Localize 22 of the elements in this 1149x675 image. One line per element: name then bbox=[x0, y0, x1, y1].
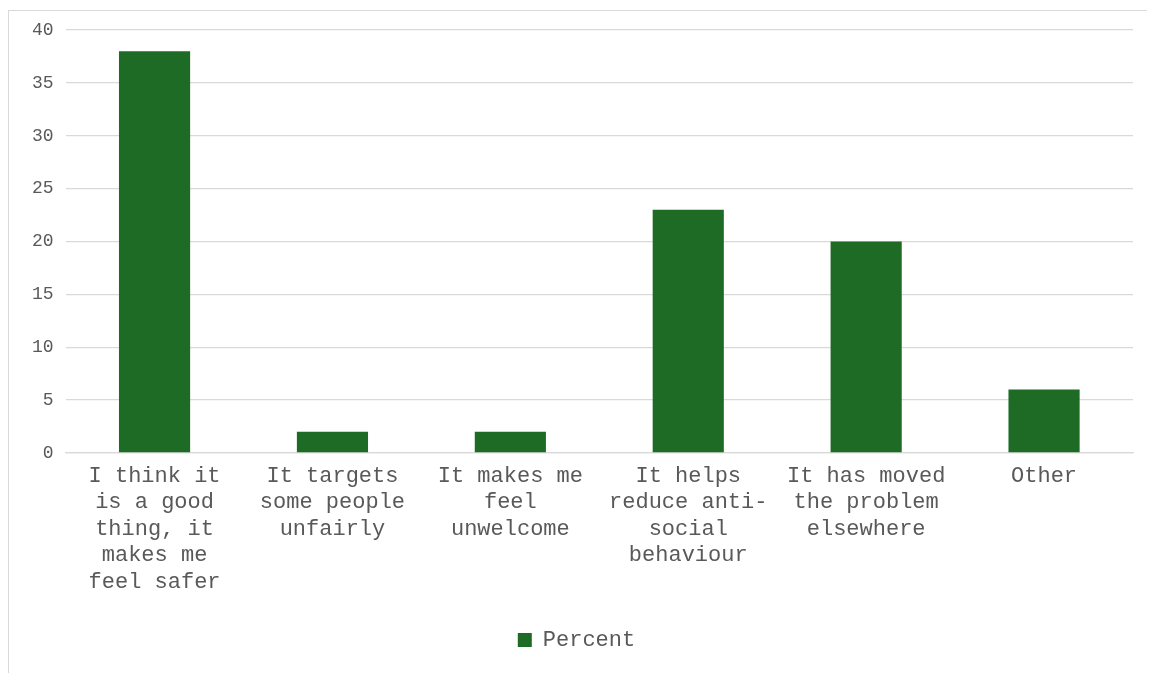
y-tick-label: 0 bbox=[42, 442, 54, 463]
y-tick-label: 5 bbox=[42, 389, 54, 410]
x-tick-label: Other bbox=[1011, 464, 1078, 490]
bar bbox=[296, 431, 369, 453]
legend-label: Percent bbox=[542, 627, 636, 653]
bar bbox=[652, 209, 724, 453]
x-tick-label: It has moved the problem elsewhere bbox=[786, 464, 946, 542]
x-tick-label: It targets some people unfairly bbox=[259, 464, 406, 542]
x-tick-label: It makes me feel unwelcome bbox=[437, 464, 583, 542]
y-tick-label: 20 bbox=[31, 231, 54, 252]
bar bbox=[474, 431, 546, 453]
y-tick-label: 25 bbox=[31, 178, 54, 199]
y-tick-label: 15 bbox=[31, 284, 54, 305]
bar bbox=[1008, 389, 1080, 453]
bar bbox=[118, 51, 191, 453]
y-tick-label: 30 bbox=[31, 125, 54, 146]
x-tick-label: I think it is a good thing, it makes me feel safer bbox=[88, 464, 221, 595]
y-tick-label: 40 bbox=[31, 19, 54, 40]
bar bbox=[830, 241, 902, 453]
y-tick-label: 35 bbox=[31, 72, 54, 93]
x-tick-label: It helps reduce anti-social behaviour bbox=[609, 464, 768, 569]
y-tick-label: 10 bbox=[31, 337, 54, 358]
